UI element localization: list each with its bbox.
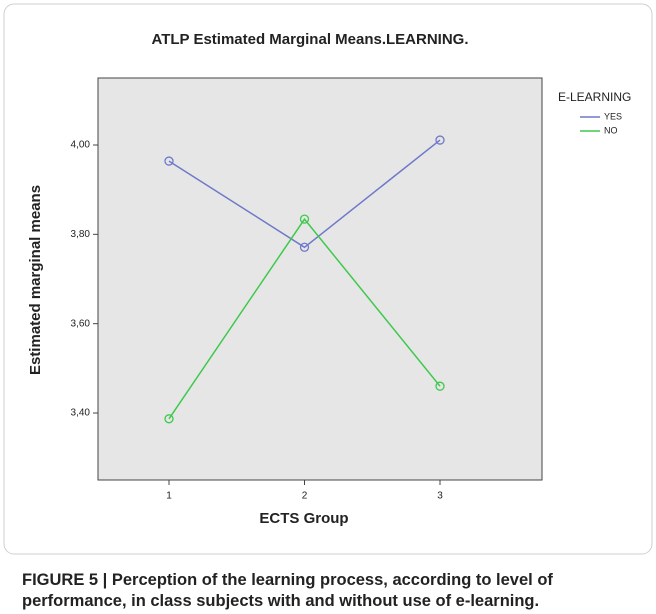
point	[299, 242, 310, 252]
point	[435, 381, 445, 391]
y-tick-label: 4,00	[71, 140, 91, 151]
point	[164, 156, 174, 166]
chart-title: ATLP Estimated Marginal Means.LEARNING.	[152, 31, 469, 48]
point	[299, 214, 310, 224]
series-line	[168, 139, 441, 249]
x-tick-label: 1	[166, 491, 172, 502]
y-tick-label: 3,60	[71, 318, 91, 329]
legend-label: YES	[604, 111, 622, 121]
plot-area	[97, 77, 543, 481]
caption: FIGURE 5 | Perception of the learning pr…	[22, 571, 553, 610]
legend-label: NO	[604, 125, 618, 135]
point	[164, 414, 174, 424]
x-tick-label: 3	[437, 491, 443, 502]
point	[435, 135, 445, 145]
y-tick-label: 3,80	[71, 229, 91, 240]
y-axis-label: Estimated marginal means	[27, 185, 44, 375]
series-line	[168, 217, 441, 420]
y-tick-label: 3,40	[71, 408, 91, 419]
x-axis-label: ECTS Group	[259, 510, 348, 527]
chart: ATLP Estimated Marginal Means.LEARNING. …	[3, 3, 653, 555]
x-tick-label: 2	[302, 491, 308, 502]
legend-title: E-LEARNING	[558, 90, 631, 104]
